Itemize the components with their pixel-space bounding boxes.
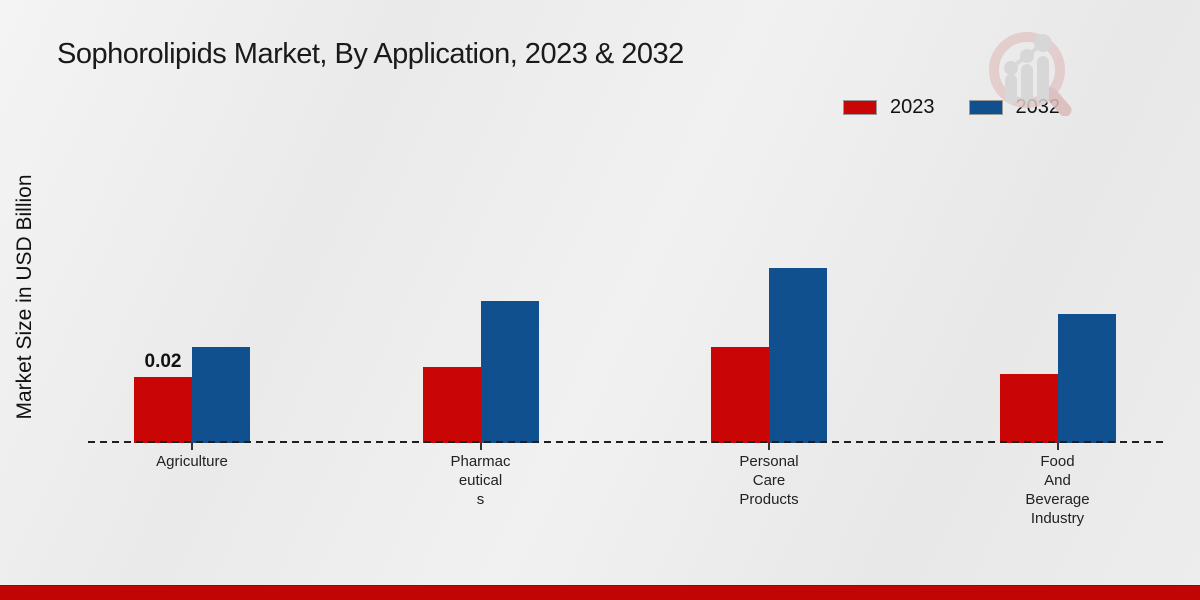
footer-band [0,585,1200,600]
x-axis-line [88,441,1163,443]
x-axis-tick-pharmaceuticals [479,443,482,450]
category-label-agriculture: Agriculture [156,453,228,470]
legend-swatch-2023 [843,100,877,115]
legend-swatch-2032 [968,100,1003,115]
magnifier-bar-chart-logo [989,32,1072,116]
chart-title: Sophorolipids Market, By Application, 20… [57,38,684,70]
x-axis-tick-food-and-beverage-industry [1056,443,1059,450]
x-axis-tick-agriculture [191,443,193,450]
legend: 2023 2032 [843,96,1060,119]
bar-2023-food-and-beverage-industry [999,374,1058,443]
bar-2032-food-and-beverage-industry [1057,314,1116,443]
category-label-personal-care-products: Personal Care Products [739,453,799,508]
bar-2032-agriculture [192,347,250,443]
bar-2023-agriculture [134,377,192,443]
bar-2032-personal-care-products [769,268,827,443]
x-axis-tick-personal-care-products [768,443,770,450]
bar-2023-pharmaceuticals [422,367,481,443]
bar-2023-personal-care-products [711,347,769,443]
legend-item-2023: 2023 [843,96,935,119]
y-axis-label: Market Size in USD Billion [13,174,36,420]
bar-2032-pharmaceuticals [480,301,539,443]
category-label-food-and-beverage-industry: Food And Beverage Industry [1025,453,1090,527]
legend-label: 2023 [890,96,935,118]
bar-value-label-2023: 0.02 [144,351,182,372]
category-label-pharmaceuticals: Pharmac eutical s [450,453,511,508]
